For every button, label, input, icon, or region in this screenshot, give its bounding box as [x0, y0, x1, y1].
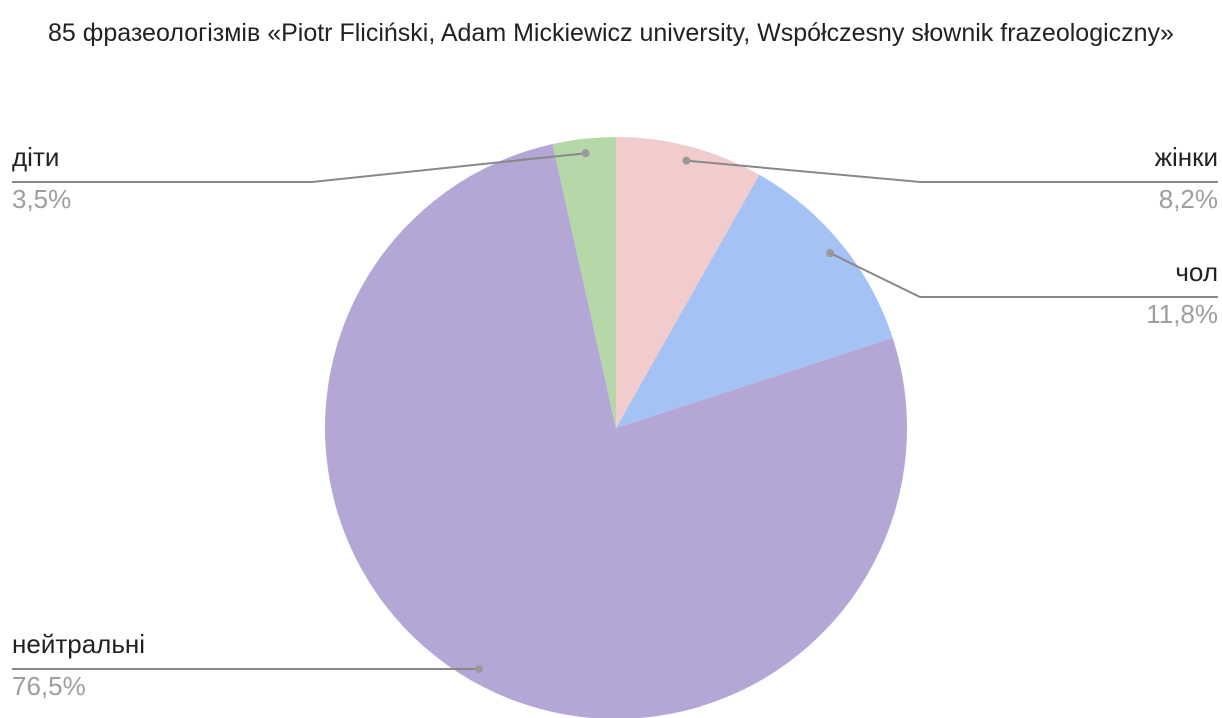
slice-label-3: нейтральні 76,5%: [12, 629, 145, 701]
chart-title: 85 фразеологізмів «Piotr Fliciński, Adam…: [48, 19, 1174, 47]
slice-label-2: чол 11,8%: [1146, 257, 1218, 329]
slice-percent: 76,5%: [12, 671, 86, 701]
leader-line-1: [686, 159, 1218, 183]
leader-line-4: [12, 152, 586, 183]
slice-name: нейтральні: [12, 629, 146, 659]
slice-name: жінки: [1154, 142, 1218, 172]
slice-name: діти: [12, 142, 60, 172]
leader-dot-4: [581, 149, 590, 158]
leader-dot-1: [682, 156, 691, 165]
pie-slice-4: [552, 137, 616, 428]
leader-lines: [12, 149, 1218, 673]
slice-percent: 8,2%: [1158, 184, 1218, 214]
slice-label-1: жінки 8,2%: [1155, 142, 1218, 214]
slice-name: чол: [1175, 257, 1218, 287]
pie-slice-2: [616, 174, 893, 428]
slice-percent: 11,8%: [1146, 299, 1218, 329]
leader-line-2: [829, 252, 1218, 298]
leader-dot-2: [826, 249, 835, 258]
pie-slices: [325, 137, 907, 718]
pie-slice-3: [325, 144, 907, 718]
leader-dot-3: [475, 665, 483, 673]
pie-slice-1: [616, 137, 760, 428]
slice-percent: 3,5%: [12, 184, 72, 214]
slice-label-4: діти 3,5%: [12, 142, 71, 214]
